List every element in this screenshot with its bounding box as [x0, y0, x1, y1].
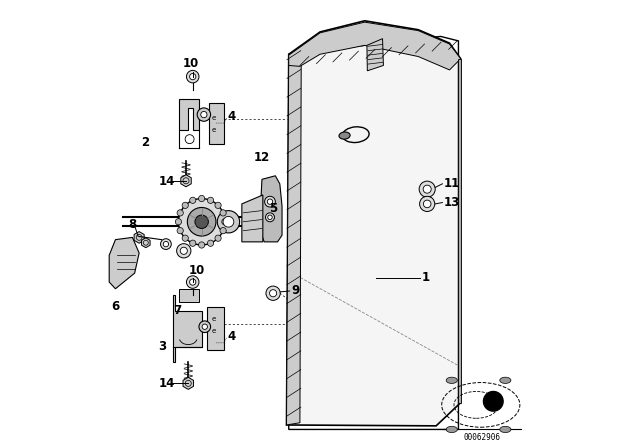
Circle shape: [179, 198, 225, 245]
Text: 6: 6: [111, 300, 119, 313]
Circle shape: [189, 197, 196, 203]
Circle shape: [161, 239, 172, 250]
Circle shape: [199, 321, 211, 332]
Text: 10: 10: [188, 264, 205, 277]
Ellipse shape: [500, 426, 511, 433]
Circle shape: [189, 240, 196, 246]
Circle shape: [223, 216, 234, 227]
Polygon shape: [287, 21, 461, 426]
Circle shape: [177, 210, 183, 216]
Circle shape: [268, 199, 273, 204]
Circle shape: [207, 240, 214, 246]
Circle shape: [483, 392, 503, 411]
Text: 14: 14: [158, 175, 175, 188]
Circle shape: [186, 276, 199, 289]
Polygon shape: [367, 39, 383, 71]
Circle shape: [198, 195, 205, 202]
Polygon shape: [209, 103, 224, 144]
Text: e: e: [212, 127, 216, 134]
Circle shape: [195, 215, 209, 228]
Circle shape: [269, 290, 276, 297]
Polygon shape: [141, 238, 150, 248]
Polygon shape: [261, 176, 282, 242]
Circle shape: [186, 70, 199, 83]
Ellipse shape: [339, 132, 350, 139]
Text: 14: 14: [158, 377, 175, 390]
Circle shape: [268, 215, 272, 220]
Circle shape: [177, 244, 191, 258]
Circle shape: [215, 235, 221, 241]
Circle shape: [189, 279, 196, 285]
Circle shape: [424, 200, 431, 208]
Text: 13: 13: [444, 196, 460, 209]
Text: 7: 7: [173, 304, 182, 317]
Text: 2: 2: [141, 136, 150, 149]
Circle shape: [180, 247, 188, 254]
Circle shape: [221, 219, 228, 225]
Text: 4: 4: [227, 330, 236, 343]
Text: e: e: [212, 115, 216, 121]
Circle shape: [220, 228, 226, 234]
Text: 3: 3: [158, 340, 166, 353]
Text: 8: 8: [128, 217, 136, 231]
Text: 10: 10: [182, 57, 198, 70]
Circle shape: [197, 108, 211, 121]
Ellipse shape: [446, 377, 458, 383]
Polygon shape: [134, 232, 144, 243]
Circle shape: [207, 197, 214, 203]
Circle shape: [182, 202, 188, 208]
Polygon shape: [179, 99, 200, 130]
Circle shape: [266, 286, 280, 300]
Text: 11: 11: [444, 177, 460, 190]
Polygon shape: [287, 54, 301, 425]
Circle shape: [420, 196, 435, 211]
Polygon shape: [109, 237, 139, 289]
Circle shape: [215, 202, 221, 208]
Circle shape: [198, 242, 205, 248]
Polygon shape: [179, 289, 200, 302]
Circle shape: [264, 196, 275, 207]
Circle shape: [217, 211, 239, 233]
Circle shape: [266, 213, 275, 222]
Polygon shape: [173, 296, 202, 362]
Text: 1: 1: [422, 271, 430, 284]
Circle shape: [182, 235, 188, 241]
Polygon shape: [180, 175, 191, 187]
Text: 4: 4: [227, 110, 236, 123]
Ellipse shape: [446, 426, 458, 433]
Polygon shape: [289, 22, 461, 70]
Polygon shape: [183, 377, 193, 389]
Text: 12: 12: [254, 151, 270, 164]
Circle shape: [201, 112, 207, 118]
Circle shape: [177, 228, 183, 234]
Text: 5: 5: [269, 202, 277, 215]
Circle shape: [175, 219, 182, 225]
Circle shape: [220, 210, 226, 216]
Circle shape: [189, 73, 196, 80]
Circle shape: [163, 241, 168, 247]
Polygon shape: [242, 195, 263, 242]
Text: e: e: [211, 316, 216, 322]
Circle shape: [419, 181, 435, 197]
Polygon shape: [207, 306, 224, 350]
Circle shape: [423, 185, 431, 193]
Circle shape: [188, 207, 216, 236]
Text: e: e: [211, 328, 216, 334]
Ellipse shape: [500, 377, 511, 383]
Polygon shape: [458, 59, 461, 403]
Text: 9: 9: [291, 284, 300, 297]
Circle shape: [202, 324, 207, 329]
Text: 00062906: 00062906: [463, 433, 500, 442]
